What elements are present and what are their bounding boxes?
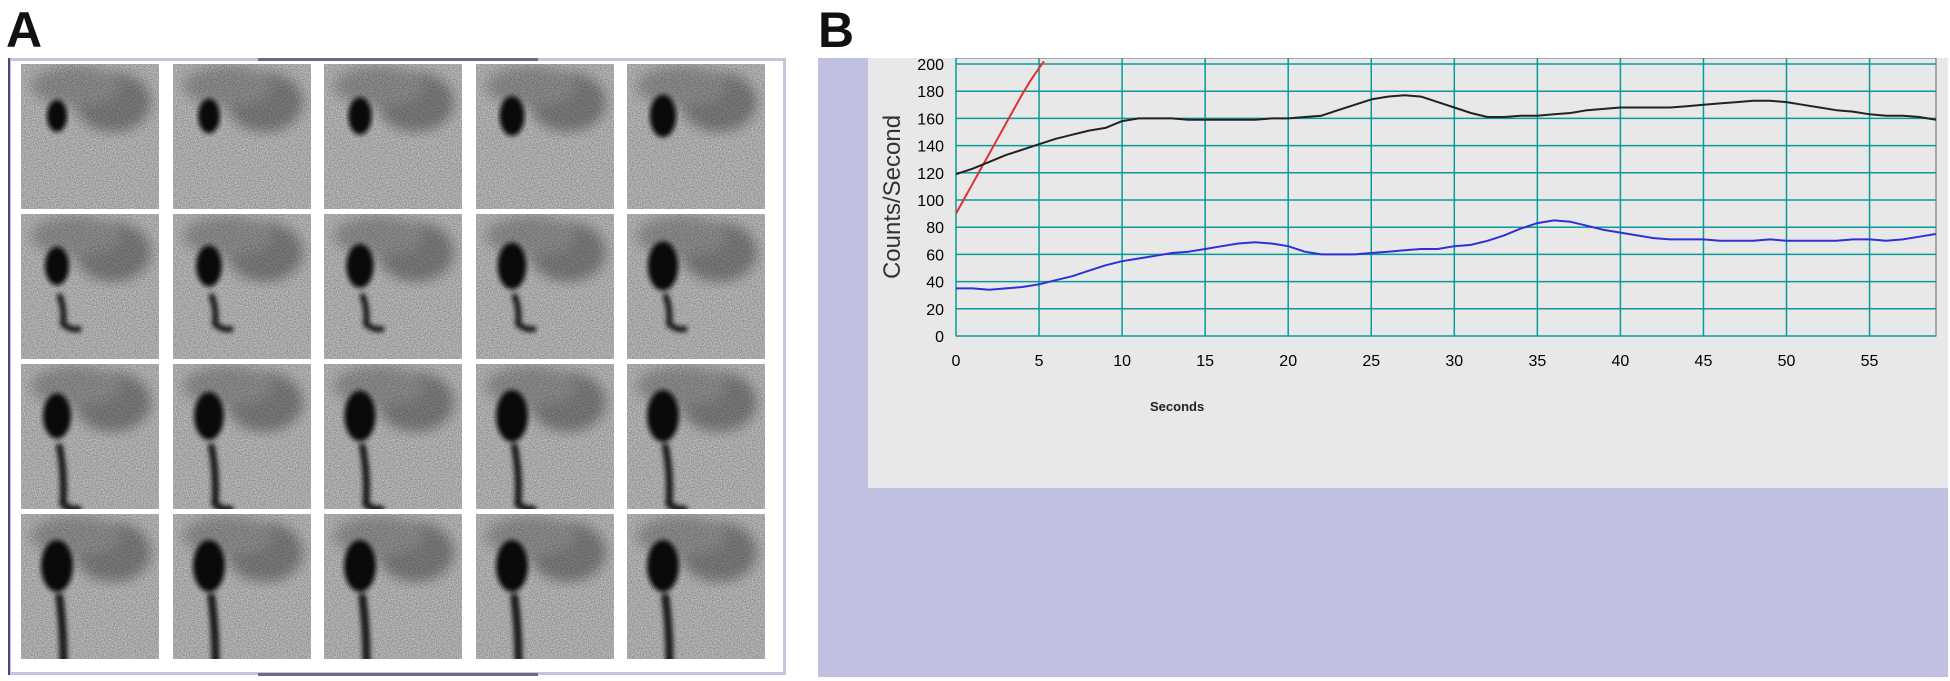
scan-frame-r1-c4 bbox=[476, 64, 614, 209]
y-tick-label-1: 20 bbox=[926, 302, 944, 319]
scan-frame-r4-c5 bbox=[627, 514, 765, 659]
scan-frame-r1-c2 bbox=[173, 64, 311, 209]
scan-frame-r2-c5 bbox=[627, 214, 765, 359]
y-tick-label-2: 40 bbox=[926, 275, 944, 292]
scan-frame-r4-c2 bbox=[173, 514, 311, 659]
x-tick-label-7: 35 bbox=[1528, 353, 1546, 370]
scan-frame-r3-c2 bbox=[173, 364, 311, 509]
y-tick-label-10: 200 bbox=[917, 58, 944, 74]
x-tick-label-3: 15 bbox=[1196, 353, 1214, 370]
scan-frame-r3-c3 bbox=[324, 364, 462, 509]
plot-frame: 0 20 40 60 80 100 120 140 160 180 200 0 5 10 15 20 25 30 3… bbox=[868, 58, 1948, 488]
plot-area-border bbox=[955, 58, 1937, 337]
y-tick-label-6: 120 bbox=[917, 166, 944, 183]
series-line-1 bbox=[956, 94, 1936, 176]
scan-frame-r1-c5 bbox=[627, 64, 765, 209]
scan-frame-r4-c4 bbox=[476, 514, 614, 659]
y-axis-title: Counts/Second bbox=[879, 115, 906, 279]
tick-labels: 0 20 40 60 80 100 120 140 160 180 200 0 5 10 15 20 25 30 3… bbox=[917, 58, 1878, 370]
scan-frame-r2-c1 bbox=[21, 214, 159, 359]
y-tick-label-7: 140 bbox=[917, 139, 944, 156]
time-activity-panel: 0 20 40 60 80 100 120 140 160 180 200 0 5 10 15 20 25 30 3… bbox=[818, 58, 1948, 677]
x-tick-label-1: 5 bbox=[1035, 353, 1044, 370]
x-tick-label-4: 20 bbox=[1279, 353, 1297, 370]
x-tick-label-10: 50 bbox=[1778, 353, 1796, 370]
x-tick-label-6: 30 bbox=[1445, 353, 1463, 370]
x-tick-label-2: 10 bbox=[1113, 353, 1131, 370]
scan-tab-top bbox=[258, 58, 538, 61]
y-tick-label-5: 100 bbox=[917, 193, 944, 210]
y-tick-label-0: 0 bbox=[935, 329, 944, 346]
scan-frame-r1-c3 bbox=[324, 64, 462, 209]
scan-frame-r4-c1 bbox=[21, 514, 159, 659]
scan-frame-r3-c4 bbox=[476, 364, 614, 509]
x-tick-label-0: 0 bbox=[952, 353, 961, 370]
x-axis-title: Seconds bbox=[1150, 399, 1204, 414]
panel-label-b: B bbox=[818, 2, 855, 58]
x-tick-label-11: 55 bbox=[1861, 353, 1879, 370]
x-tick-label-8: 40 bbox=[1612, 353, 1630, 370]
scan-tab-bottom bbox=[258, 673, 538, 676]
scan-frame-r2-c2 bbox=[173, 214, 311, 359]
scan-frames-panel bbox=[8, 58, 786, 675]
scan-frame-r2-c3 bbox=[324, 214, 462, 359]
scan-frame-r3-c1 bbox=[21, 364, 159, 509]
panel-left-edge bbox=[8, 58, 10, 675]
y-tick-label-9: 180 bbox=[917, 84, 944, 101]
y-tick-label-4: 80 bbox=[926, 220, 944, 237]
scan-frame-r3-c5 bbox=[627, 364, 765, 509]
series-line-2 bbox=[956, 219, 1936, 291]
y-tick-label-8: 160 bbox=[917, 111, 944, 128]
scan-frame-r1-c1 bbox=[21, 64, 159, 209]
scan-frame-r4-c3 bbox=[324, 514, 462, 659]
series-line-0 bbox=[956, 60, 1045, 215]
panel-label-a: A bbox=[6, 2, 43, 58]
x-tick-label-5: 25 bbox=[1362, 353, 1380, 370]
grid-lines bbox=[955, 58, 1937, 337]
time-activity-chart: 0 20 40 60 80 100 120 140 160 180 200 0 5 10 15 20 25 30 3… bbox=[879, 58, 1937, 414]
series-layer bbox=[956, 60, 1936, 291]
x-tick-label-9: 45 bbox=[1695, 353, 1713, 370]
scan-frame-r2-c4 bbox=[476, 214, 614, 359]
y-tick-label-3: 60 bbox=[926, 247, 944, 264]
